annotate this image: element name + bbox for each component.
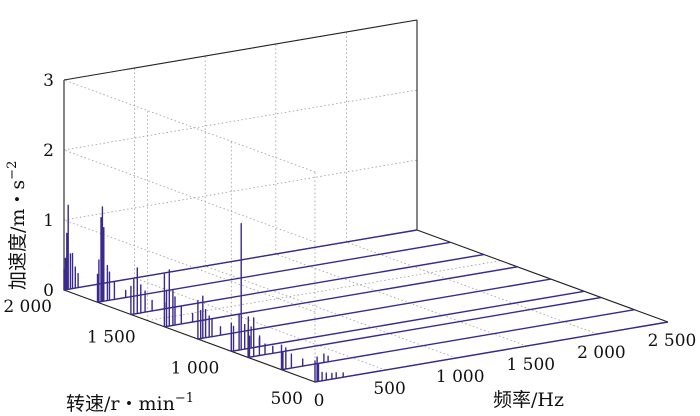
axis-line: [63, 289, 316, 383]
grid-line-floor-freq: [275, 253, 527, 347]
y-tick-label: 1: [43, 211, 54, 231]
axis-line: [63, 19, 418, 81]
z-tick-label: 2 000: [3, 297, 52, 317]
y-tick-label: 2: [43, 141, 54, 161]
series-line: [280, 309, 635, 371]
grid-line-back-horizontal: [63, 159, 418, 221]
grid-line-back-horizontal: [63, 89, 418, 151]
series-line: [96, 206, 451, 303]
x-axis-label: 频率/Hz: [493, 389, 564, 411]
grid-line-floor-freq: [346, 241, 598, 335]
series-line: [197, 278, 552, 340]
x-tick-label: 0: [314, 391, 325, 411]
grid-line-side-horizontal: [63, 219, 316, 313]
grid-line-floor-freq: [134, 277, 386, 371]
grid-lines: [63, 19, 669, 383]
y-tick-label: 3: [43, 71, 54, 91]
series-line: [130, 253, 485, 316]
y-axis-label: 加速度/m・s−2: [5, 161, 29, 290]
z-tick-label: 1 500: [87, 328, 136, 348]
x-tick-label: 2 500: [648, 331, 697, 351]
tick-labels: 0 500 1 000 1 500 2 000 2 500 0 1 2 3 500 1 000 1 50…: [3, 71, 696, 411]
z-tick-label: 500: [271, 389, 303, 409]
grid-line-side-horizontal: [63, 79, 316, 173]
series-line: [230, 223, 585, 352]
grid-line-floor-freq: [205, 265, 457, 359]
z-tick-label: 1 000: [171, 358, 220, 378]
series-line: [247, 296, 602, 359]
series-line: [63, 204, 418, 291]
y-tick-label: 0: [43, 281, 54, 301]
axis-frame: [63, 19, 669, 383]
grid-line-side-horizontal: [63, 149, 316, 243]
x-tick-label: 1 000: [436, 367, 485, 387]
axis-line: [416, 229, 669, 323]
series-group: [63, 204, 669, 383]
x-tick-label: 500: [373, 379, 405, 399]
x-tick-label: 1 500: [506, 355, 555, 375]
series-line: [163, 266, 518, 328]
series-line: [314, 321, 669, 383]
z-axis-label: 转速/r・min−1: [66, 391, 194, 415]
x-tick-label: 2 000: [577, 343, 626, 363]
